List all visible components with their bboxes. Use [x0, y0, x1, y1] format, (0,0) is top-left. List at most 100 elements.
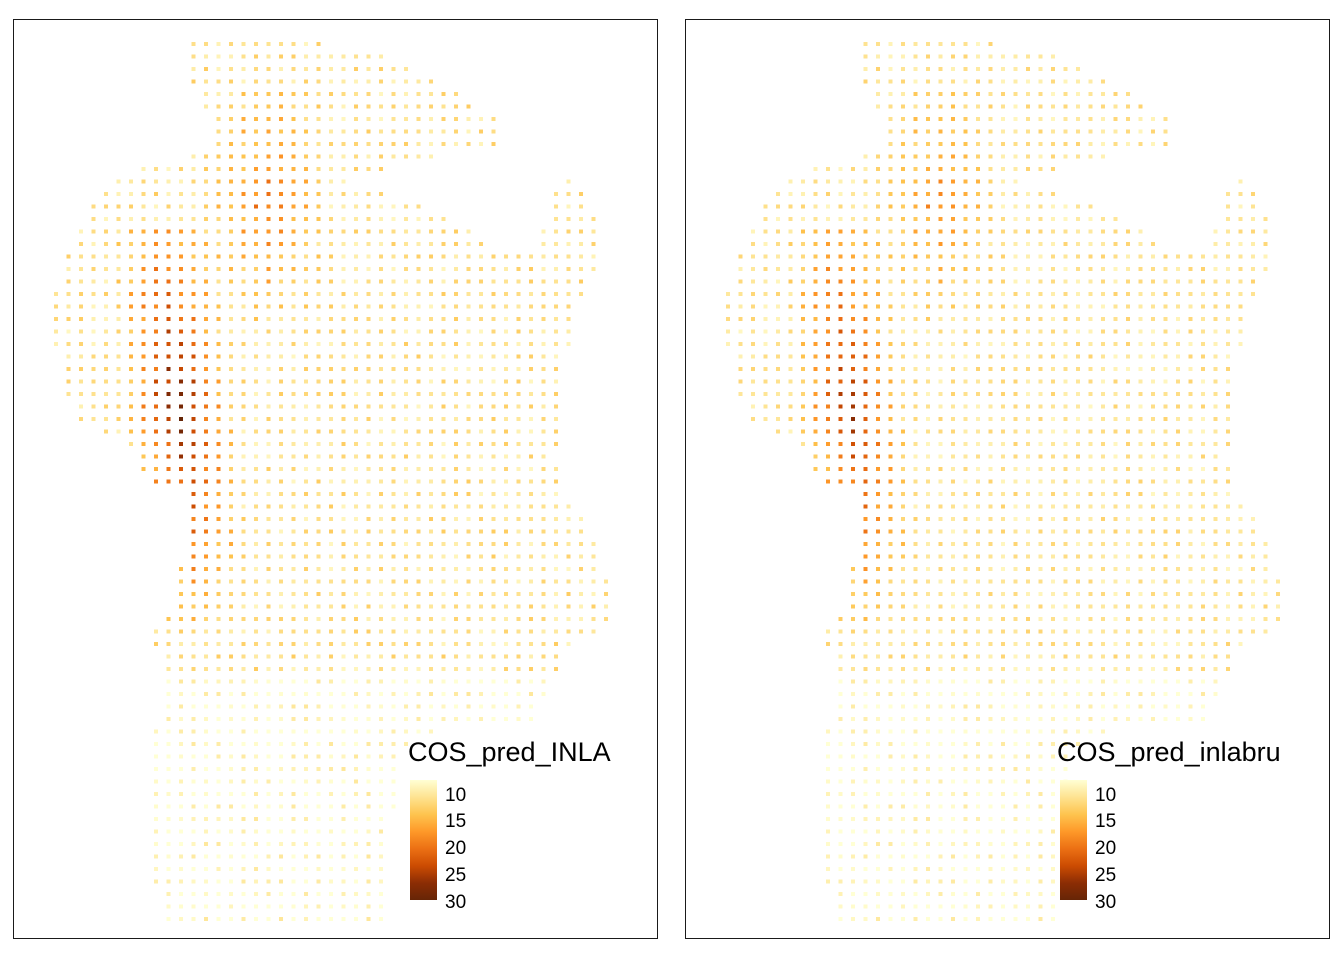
grid-cell	[366, 529, 371, 534]
grid-cell	[341, 267, 346, 271]
grid-cell	[329, 129, 333, 134]
grid-cell	[291, 742, 296, 746]
grid-cell	[191, 529, 196, 534]
grid-cell	[1138, 392, 1143, 396]
grid-cell	[1138, 279, 1143, 284]
grid-cell	[479, 342, 483, 346]
grid-cell	[554, 392, 558, 396]
grid-cell	[516, 504, 521, 509]
grid-cell	[291, 867, 296, 871]
grid-cell	[279, 504, 283, 509]
grid-cell	[454, 304, 458, 309]
grid-cell	[913, 767, 918, 771]
grid-cell	[291, 554, 296, 559]
grid-cell	[316, 42, 321, 46]
grid-cell	[1101, 529, 1105, 534]
grid-cell	[116, 204, 121, 209]
grid-cell	[938, 642, 943, 646]
grid-cell	[888, 879, 893, 884]
grid-cell	[1038, 554, 1043, 559]
grid-cell	[901, 179, 905, 184]
grid-cell	[1026, 554, 1030, 559]
grid-cell	[341, 317, 346, 321]
grid-cell	[1226, 367, 1230, 371]
grid-cell	[1188, 492, 1193, 496]
grid-cell	[901, 442, 905, 446]
grid-cell	[976, 217, 980, 221]
grid-cell	[429, 79, 433, 84]
grid-cell	[329, 254, 333, 259]
grid-cell	[54, 292, 58, 296]
grid-cell	[254, 279, 258, 284]
grid-cell	[938, 867, 943, 871]
grid-cell	[976, 67, 980, 71]
grid-cell	[529, 479, 533, 484]
grid-cell	[304, 479, 308, 484]
grid-cell	[888, 679, 893, 684]
grid-cell	[876, 179, 880, 184]
grid-cell	[926, 879, 930, 884]
grid-cell	[216, 342, 221, 346]
grid-cell	[776, 304, 780, 309]
grid-cell	[566, 242, 571, 246]
grid-cell	[229, 879, 233, 884]
grid-cell	[479, 704, 483, 709]
grid-cell	[1251, 554, 1255, 559]
grid-cell	[129, 304, 133, 309]
grid-cell	[1151, 492, 1155, 496]
grid-cell	[1088, 629, 1093, 634]
grid-cell	[1026, 354, 1030, 359]
grid-cell	[951, 104, 955, 109]
grid-cell	[179, 704, 183, 709]
grid-cell	[279, 667, 283, 671]
grid-cell	[366, 192, 371, 196]
grid-cell	[504, 417, 508, 421]
grid-cell	[913, 754, 918, 759]
grid-cell	[141, 304, 146, 309]
grid-cell	[1101, 454, 1105, 459]
grid-cell	[1126, 354, 1130, 359]
grid-cell	[166, 642, 171, 646]
grid-cell	[988, 254, 993, 259]
grid-cell	[216, 167, 221, 171]
grid-cell	[291, 154, 296, 159]
grid-cell	[1038, 504, 1043, 509]
grid-cell	[888, 542, 893, 546]
grid-cell	[938, 454, 943, 459]
grid-cell	[316, 842, 321, 846]
grid-cell	[951, 592, 955, 596]
grid-cell	[329, 767, 333, 771]
grid-cell	[1013, 367, 1018, 371]
grid-cell	[1263, 229, 1268, 234]
grid-cell	[204, 629, 208, 634]
grid-cell	[191, 267, 196, 271]
grid-cell	[141, 442, 146, 446]
grid-cell	[454, 129, 458, 134]
grid-cell	[976, 704, 980, 709]
grid-cell	[1176, 267, 1180, 271]
grid-cell	[1051, 442, 1055, 446]
grid-cell	[354, 229, 358, 234]
grid-cell	[204, 317, 208, 321]
grid-cell	[341, 842, 346, 846]
grid-cell	[901, 92, 905, 96]
grid-cell	[938, 42, 943, 46]
grid-cell	[416, 129, 421, 134]
grid-cell	[266, 79, 271, 84]
grid-cell	[216, 892, 221, 896]
grid-cell	[266, 479, 271, 484]
grid-cell	[1076, 667, 1080, 671]
grid-cell	[788, 179, 793, 184]
grid-cell	[1013, 267, 1018, 271]
grid-cell	[179, 579, 183, 584]
grid-cell	[341, 729, 346, 734]
grid-cell	[404, 117, 408, 121]
grid-cell	[529, 442, 533, 446]
grid-cell	[329, 217, 333, 221]
grid-cell	[1238, 217, 1243, 221]
grid-cell	[1063, 492, 1068, 496]
grid-cell	[279, 267, 283, 271]
grid-cell	[801, 204, 805, 209]
grid-cell	[241, 529, 246, 534]
grid-cell	[266, 129, 271, 134]
